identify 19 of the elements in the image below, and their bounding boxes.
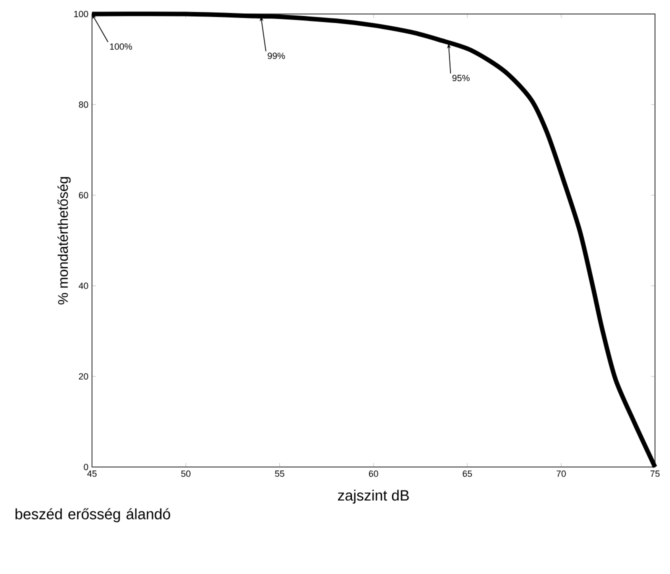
x-tick-label: 55: [275, 470, 284, 477]
x-tick-label: 50: [181, 470, 190, 477]
annotation: 95%: [452, 74, 470, 82]
y-tick-label: 40: [78, 282, 88, 289]
y-axis-title: % mondatérthetőség: [58, 177, 71, 304]
y-tick-label: 0: [84, 464, 88, 470]
annotation: 99%: [268, 52, 285, 60]
y-tick-label: 20: [78, 373, 88, 380]
x-axis-title: zajszint dB: [338, 490, 409, 504]
x-tick-label: 45: [87, 470, 97, 477]
y-tick-label: 100: [74, 10, 88, 18]
x-tick-label: 65: [462, 470, 472, 477]
x-tick-label: 60: [368, 470, 378, 477]
x-tick-label: 70: [556, 470, 566, 477]
annotation: 100%: [110, 43, 132, 50]
text: beszéd erősség álandó: [16, 508, 170, 522]
y-tick-label: 80: [78, 101, 88, 108]
y-tick-label: 60: [78, 192, 88, 198]
x-tick-label: 75: [650, 470, 660, 477]
